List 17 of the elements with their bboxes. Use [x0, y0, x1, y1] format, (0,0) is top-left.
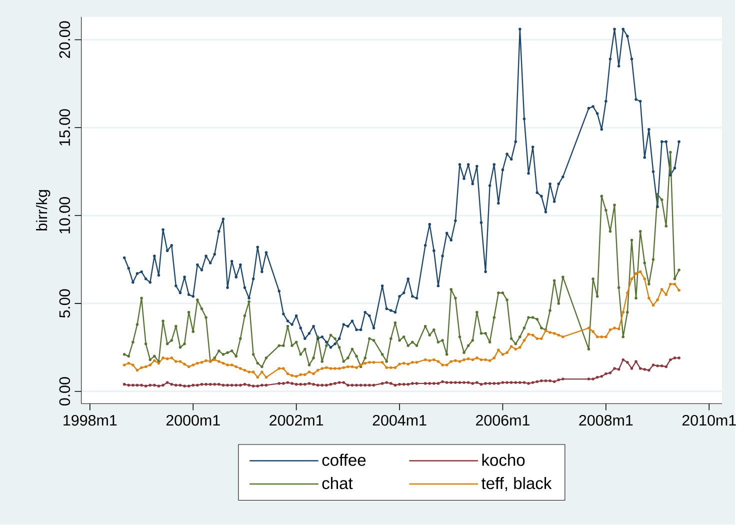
- legend-label: teff, black: [482, 477, 552, 492]
- y-tick-label: 15.00: [59, 109, 70, 146]
- x-tick-label: 2008m1: [579, 415, 633, 426]
- y-tick-label: 0.00: [59, 377, 70, 406]
- x-tick-label: 2004m1: [372, 415, 426, 426]
- legend-label: coffee: [322, 454, 366, 466]
- x-tick-label: 2000m1: [166, 415, 220, 426]
- y-tick-label: 5.00: [59, 289, 70, 318]
- legend-label: chat: [322, 477, 353, 490]
- y-axis-title: birr/kg: [36, 190, 50, 231]
- y-tick-label: 10.00: [59, 197, 70, 234]
- y-tick-label: 20.00: [59, 21, 70, 58]
- x-tick-label: 1998m1: [64, 415, 117, 426]
- legend-label: kocho: [482, 454, 525, 466]
- x-tick-label: 2002m1: [270, 415, 324, 426]
- x-tick-label: 2010m1: [682, 415, 736, 426]
- x-tick-label: 2006m1: [476, 415, 530, 426]
